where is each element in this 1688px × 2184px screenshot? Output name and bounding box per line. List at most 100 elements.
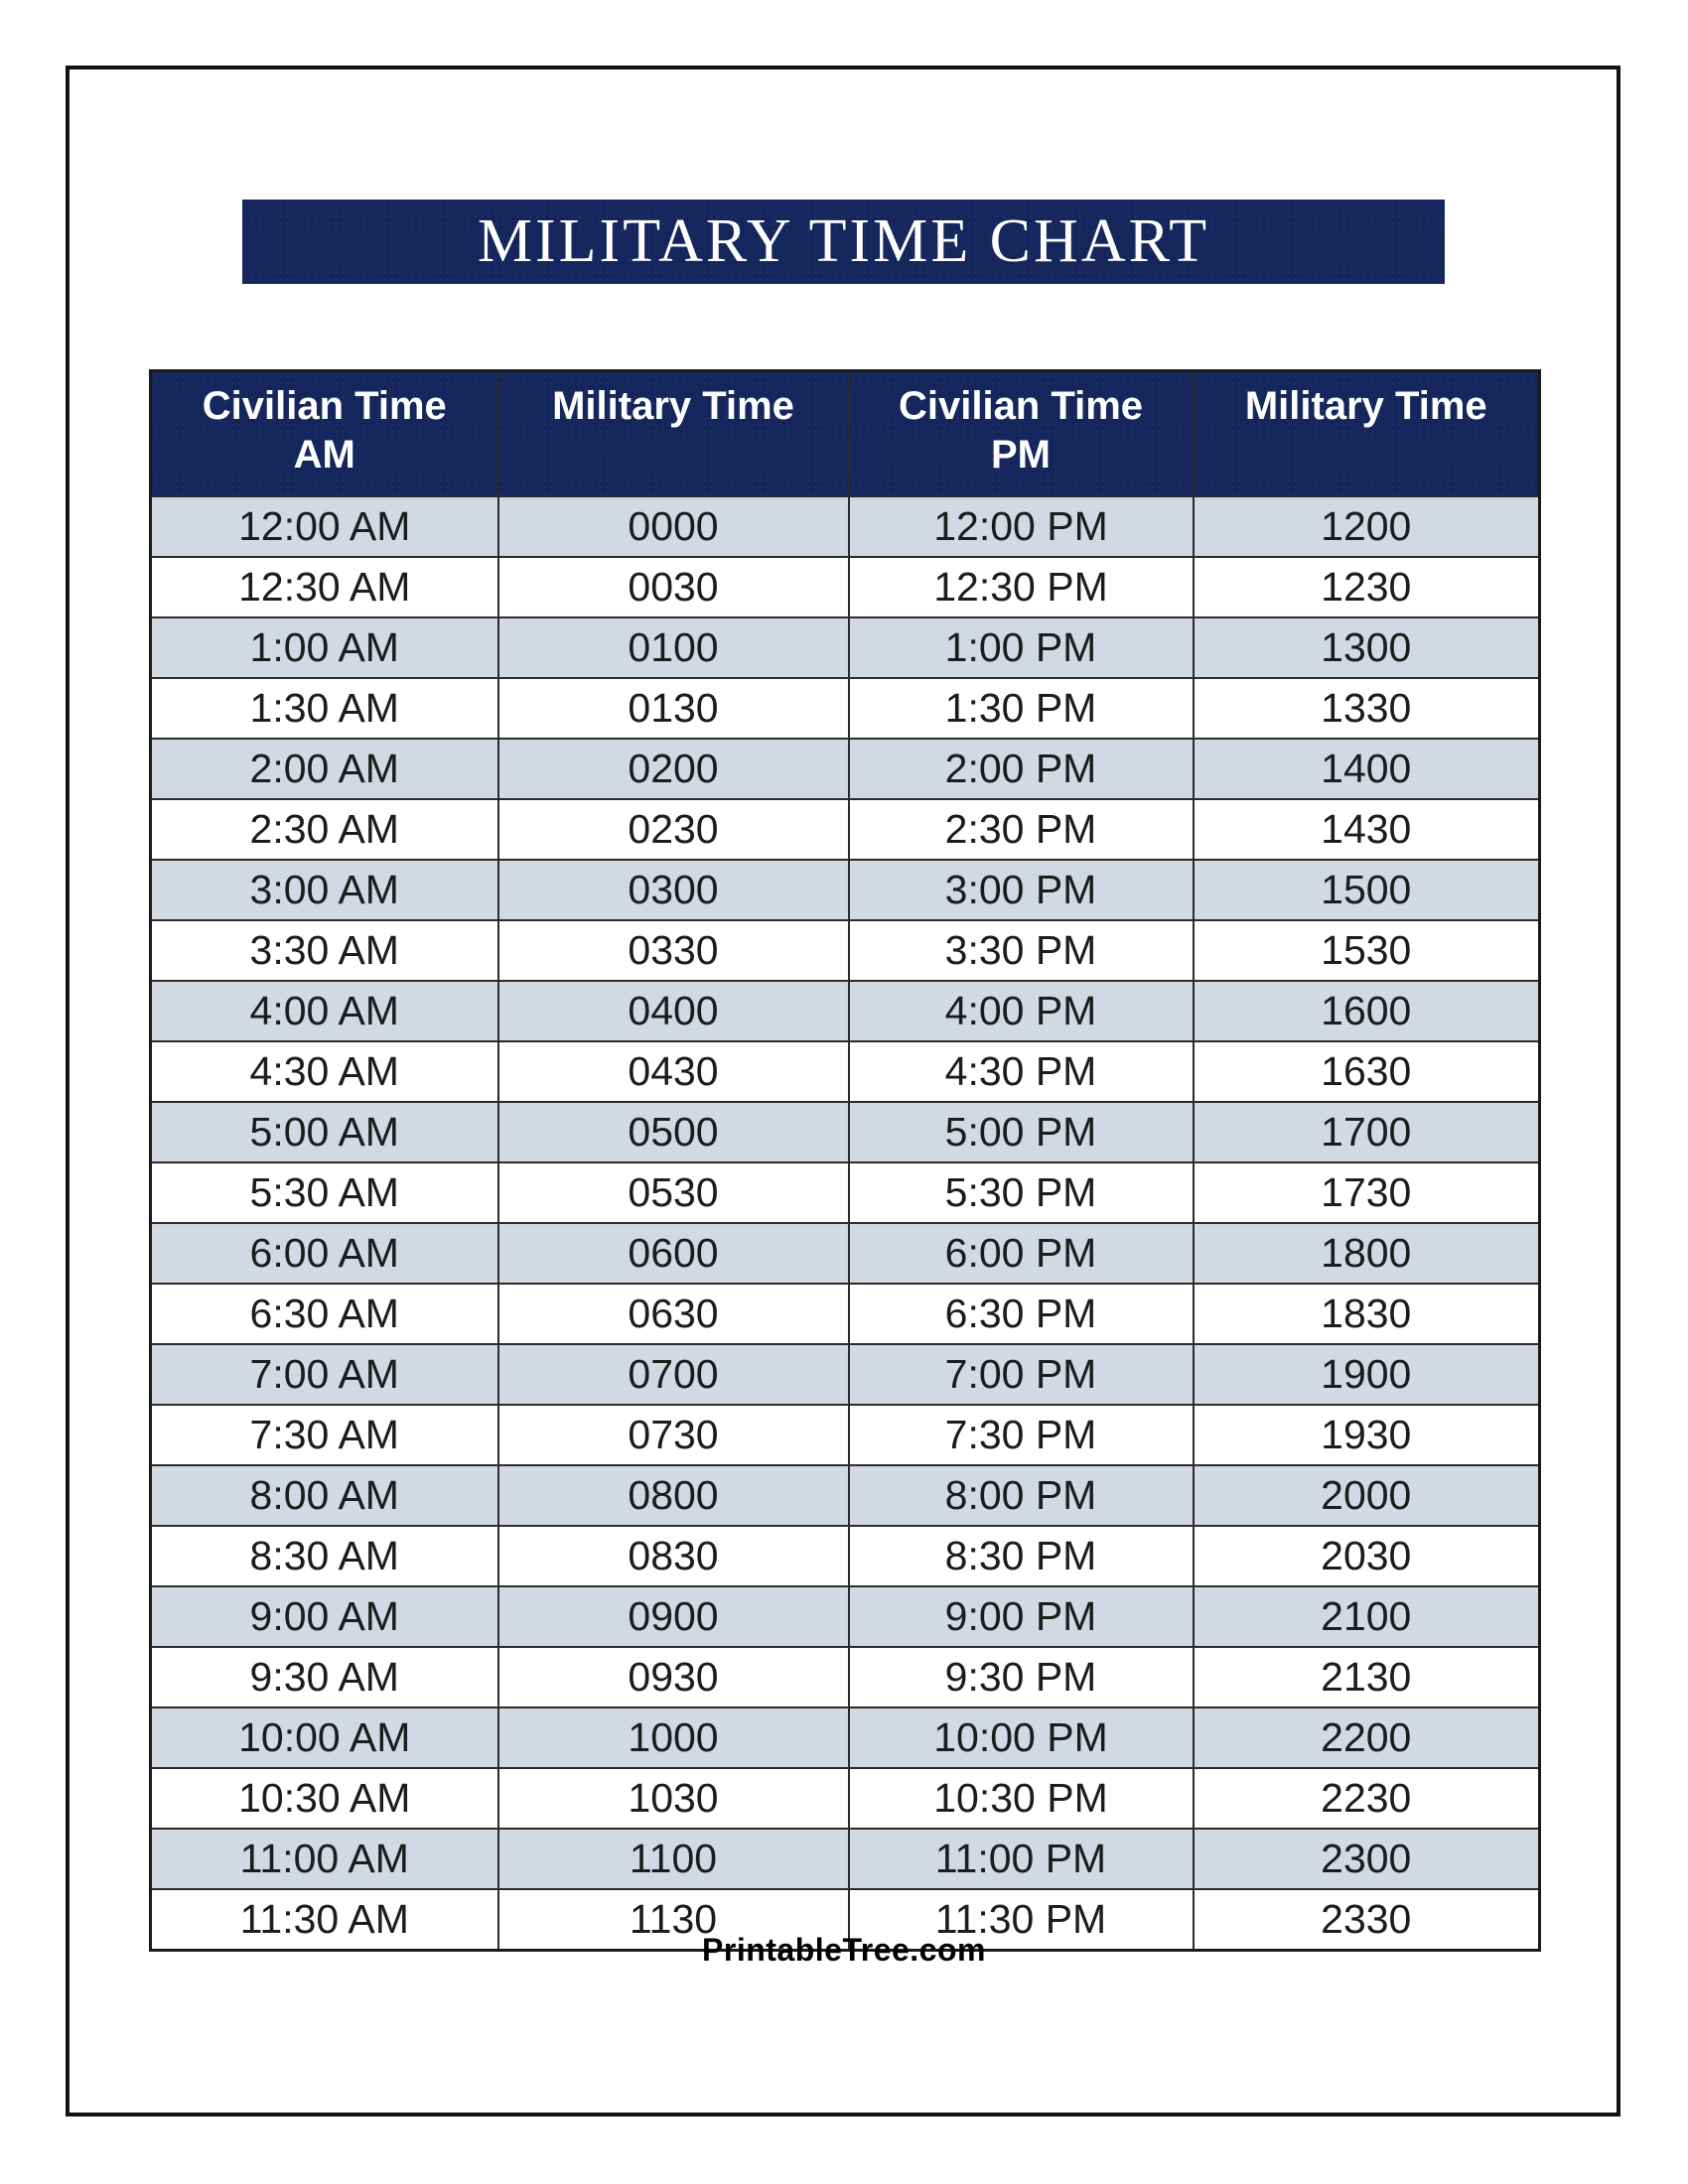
cell-civilian-time-pm: 7:00 PM	[847, 1343, 1195, 1406]
col-header-line2: AM	[293, 433, 355, 477]
cell-military-time-am: 0300	[496, 859, 850, 921]
table-row: 7:30 AM 0730 7:30 PM 1930	[149, 1404, 1541, 1466]
cell-military-time-pm: 1830	[1192, 1283, 1541, 1345]
cell-civilian-time-pm: 12:30 PM	[847, 556, 1195, 618]
cell-civilian-time-pm: 2:30 PM	[847, 798, 1195, 861]
cell-civilian-time-am: 2:30 AM	[149, 798, 499, 861]
cell-civilian-time-pm: 11:00 PM	[847, 1828, 1195, 1890]
cell-military-time-pm: 2030	[1192, 1525, 1541, 1587]
cell-civilian-time-am: 6:30 AM	[149, 1283, 499, 1345]
cell-military-time-am: 0500	[496, 1101, 850, 1163]
table-row: 10:30 AM 1030 10:30 PM 2230	[149, 1767, 1541, 1830]
cell-civilian-time-pm: 1:00 PM	[847, 616, 1195, 679]
cell-civilian-time-am: 4:30 AM	[149, 1040, 499, 1103]
cell-military-time-am: 1130	[496, 1888, 850, 1952]
cell-civilian-time-pm: 3:00 PM	[847, 859, 1195, 921]
col-header-line1: Military Time	[1244, 384, 1487, 428]
cell-civilian-time-am: 10:00 AM	[149, 1706, 499, 1769]
table-row: 7:00 AM 0700 7:00 PM 1900	[149, 1343, 1541, 1406]
cell-military-time-pm: 1630	[1192, 1040, 1541, 1103]
cell-military-time-am: 0230	[496, 798, 850, 861]
cell-civilian-time-pm: 5:00 PM	[847, 1101, 1195, 1163]
table-row: 5:00 AM 0500 5:00 PM 1700	[149, 1101, 1541, 1163]
col-header-line2: PM	[991, 433, 1051, 477]
cell-civilian-time-pm: 5:30 PM	[847, 1161, 1195, 1224]
cell-civilian-time-am: 3:00 AM	[149, 859, 499, 921]
cell-civilian-time-pm: 9:30 PM	[847, 1646, 1195, 1708]
cell-civilian-time-am: 5:30 AM	[149, 1161, 499, 1224]
cell-military-time-am: 0930	[496, 1646, 850, 1708]
cell-civilian-time-pm: 10:00 PM	[847, 1706, 1195, 1769]
cell-military-time-am: 0200	[496, 738, 850, 800]
cell-military-time-pm: 2130	[1192, 1646, 1541, 1708]
cell-civilian-time-am: 9:00 AM	[149, 1585, 499, 1648]
col-header-line1: Civilian Time	[898, 384, 1143, 428]
cell-military-time-am: 0400	[496, 980, 850, 1042]
cell-civilian-time-pm: 8:00 PM	[847, 1464, 1195, 1527]
table-row: 9:00 AM 0900 9:00 PM 2100	[149, 1585, 1541, 1648]
cell-military-time-pm: 1930	[1192, 1404, 1541, 1466]
col-header-civilian-time-am: Civilian Time AM	[149, 369, 499, 497]
cell-civilian-time-am: 11:30 AM	[149, 1888, 499, 1952]
cell-military-time-pm: 1430	[1192, 798, 1541, 861]
cell-military-time-am: 0330	[496, 919, 850, 982]
cell-military-time-am: 0700	[496, 1343, 850, 1406]
cell-military-time-pm: 1330	[1192, 677, 1541, 740]
cell-military-time-pm: 1200	[1192, 495, 1541, 558]
cell-civilian-time-am: 10:30 AM	[149, 1767, 499, 1830]
cell-military-time-am: 0030	[496, 556, 850, 618]
cell-civilian-time-am: 8:30 AM	[149, 1525, 499, 1587]
table-row: 6:30 AM 0630 6:30 PM 1830	[149, 1283, 1541, 1345]
cell-military-time-am: 0900	[496, 1585, 850, 1648]
cell-civilian-time-pm: 4:00 PM	[847, 980, 1195, 1042]
cell-military-time-am: 0100	[496, 616, 850, 679]
table-row: 9:30 AM 0930 9:30 PM 2130	[149, 1646, 1541, 1708]
cell-military-time-pm: 1400	[1192, 738, 1541, 800]
cell-military-time-pm: 1600	[1192, 980, 1541, 1042]
table-row: 1:30 AM 0130 1:30 PM 1330	[149, 677, 1541, 740]
table-row: 2:00 AM 0200 2:00 PM 1400	[149, 738, 1541, 800]
page-title: MILITARY TIME CHART	[477, 207, 1210, 275]
cell-civilian-time-am: 5:00 AM	[149, 1101, 499, 1163]
table-row: 6:00 AM 0600 6:00 PM 1800	[149, 1222, 1541, 1285]
cell-civilian-time-pm: 10:30 PM	[847, 1767, 1195, 1830]
cell-military-time-pm: 1230	[1192, 556, 1541, 618]
cell-civilian-time-pm: 8:30 PM	[847, 1525, 1195, 1587]
cell-military-time-am: 1000	[496, 1706, 850, 1769]
cell-military-time-am: 0530	[496, 1161, 850, 1224]
table-header-row: Civilian Time AM Military Time Civilian …	[149, 369, 1541, 497]
cell-civilian-time-am: 1:00 AM	[149, 616, 499, 679]
table-row: 4:00 AM 0400 4:00 PM 1600	[149, 980, 1541, 1042]
cell-military-time-pm: 2000	[1192, 1464, 1541, 1527]
table-row: 12:00 AM 0000 12:00 PM 1200	[149, 495, 1541, 558]
cell-civilian-time-pm: 9:00 PM	[847, 1585, 1195, 1648]
cell-civilian-time-pm: 6:30 PM	[847, 1283, 1195, 1345]
cell-military-time-am: 0600	[496, 1222, 850, 1285]
cell-civilian-time-am: 1:30 AM	[149, 677, 499, 740]
cell-civilian-time-am: 8:00 AM	[149, 1464, 499, 1527]
cell-military-time-pm: 1530	[1192, 919, 1541, 982]
cell-civilian-time-am: 7:00 AM	[149, 1343, 499, 1406]
table-row: 2:30 AM 0230 2:30 PM 1430	[149, 798, 1541, 861]
cell-military-time-pm: 2330	[1192, 1888, 1541, 1952]
cell-civilian-time-am: 4:00 AM	[149, 980, 499, 1042]
cell-civilian-time-pm: 12:00 PM	[847, 495, 1195, 558]
table-row: 3:30 AM 0330 3:30 PM 1530	[149, 919, 1541, 982]
table-row: 1:00 AM 0100 1:00 PM 1300	[149, 616, 1541, 679]
cell-civilian-time-pm: 11:30 PM	[847, 1888, 1195, 1952]
military-time-table: Civilian Time AM Military Time Civilian …	[149, 369, 1541, 1952]
cell-civilian-time-am: 11:00 AM	[149, 1828, 499, 1890]
cell-civilian-time-pm: 1:30 PM	[847, 677, 1195, 740]
cell-military-time-pm: 2200	[1192, 1706, 1541, 1769]
table-row: 10:00 AM 1000 10:00 PM 2200	[149, 1706, 1541, 1769]
cell-military-time-pm: 1300	[1192, 616, 1541, 679]
cell-military-time-pm: 2300	[1192, 1828, 1541, 1890]
cell-military-time-pm: 1900	[1192, 1343, 1541, 1406]
cell-civilian-time-pm: 6:00 PM	[847, 1222, 1195, 1285]
cell-military-time-am: 0800	[496, 1464, 850, 1527]
col-header-civilian-time-pm: Civilian Time PM	[847, 369, 1195, 497]
cell-civilian-time-pm: 4:30 PM	[847, 1040, 1195, 1103]
table-row: 8:00 AM 0800 8:00 PM 2000	[149, 1464, 1541, 1527]
table-row: 11:00 AM 1100 11:00 PM 2300	[149, 1828, 1541, 1890]
